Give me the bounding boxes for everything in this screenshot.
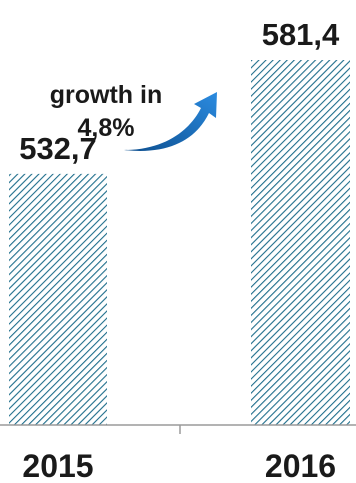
category-labels-group: 2015 2016 bbox=[22, 448, 336, 483]
value-labels-group: 532,7 581,4 bbox=[19, 17, 340, 166]
data-label-2016: 581,4 bbox=[262, 17, 340, 52]
curved-up-arrow-icon bbox=[124, 92, 217, 151]
annotation-line-1: growth in bbox=[50, 81, 162, 109]
category-label-2015: 2015 bbox=[22, 448, 93, 483]
bars-group bbox=[9, 60, 350, 425]
bar-2015 bbox=[9, 173, 107, 425]
data-label-2015: 532,7 bbox=[19, 131, 97, 166]
category-label-2016: 2016 bbox=[265, 448, 336, 483]
bar-2016 bbox=[251, 60, 350, 425]
annotation-line-2: 4,8% bbox=[78, 114, 135, 142]
